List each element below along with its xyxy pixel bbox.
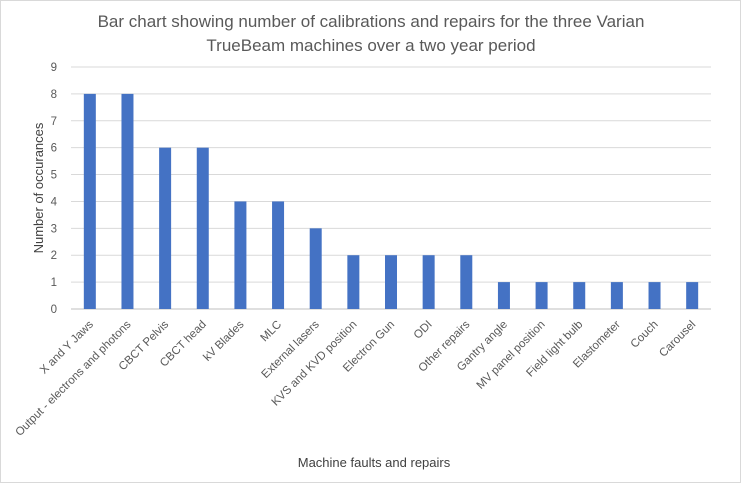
y-tick-label: 8 xyxy=(51,89,57,101)
gridlines xyxy=(71,66,711,310)
bar xyxy=(347,255,360,309)
bar xyxy=(159,147,172,309)
chart-title: Bar chart showing number of calibrations… xyxy=(98,12,645,55)
x-category-label: Carousel xyxy=(657,319,698,360)
bar xyxy=(83,93,96,309)
bar xyxy=(196,147,209,309)
bar xyxy=(422,255,435,309)
x-category-label: ODI xyxy=(412,319,435,342)
bar xyxy=(610,282,623,309)
bar xyxy=(573,282,586,309)
y-axis-title: Number of occurances xyxy=(31,122,46,253)
bar xyxy=(535,282,548,309)
bar xyxy=(309,228,322,309)
bar xyxy=(460,255,473,309)
y-tick-label: 9 xyxy=(51,62,57,74)
y-tick-label: 0 xyxy=(51,304,57,316)
y-axis-ticks: 0 1 2 3 4 5 6 7 8 9 xyxy=(51,62,58,316)
y-tick-label: 2 xyxy=(51,250,57,262)
x-category-label: kV Blades xyxy=(201,318,246,363)
bar xyxy=(272,201,285,309)
y-tick-label: 5 xyxy=(51,170,57,182)
x-axis-title: Machine faults and repairs xyxy=(298,455,451,470)
bars xyxy=(83,93,699,309)
y-tick-label: 7 xyxy=(51,116,57,128)
bar xyxy=(648,282,661,309)
y-tick-label: 6 xyxy=(51,143,57,155)
y-tick-label: 1 xyxy=(51,277,57,289)
x-category-label: MLC xyxy=(259,319,285,345)
x-category-label: Couch xyxy=(629,319,661,351)
bar xyxy=(497,282,510,309)
y-tick-label: 3 xyxy=(51,223,57,235)
bar xyxy=(686,282,699,309)
bar xyxy=(121,93,134,309)
chart-title-line-1: Bar chart showing number of calibrations… xyxy=(98,12,645,31)
bar xyxy=(234,201,247,309)
x-category-label: MV panel position xyxy=(475,319,548,392)
y-tick-label: 4 xyxy=(51,196,58,208)
chart-title-line-2: TrueBeam machines over a two year period xyxy=(206,36,535,55)
bar xyxy=(385,255,397,309)
